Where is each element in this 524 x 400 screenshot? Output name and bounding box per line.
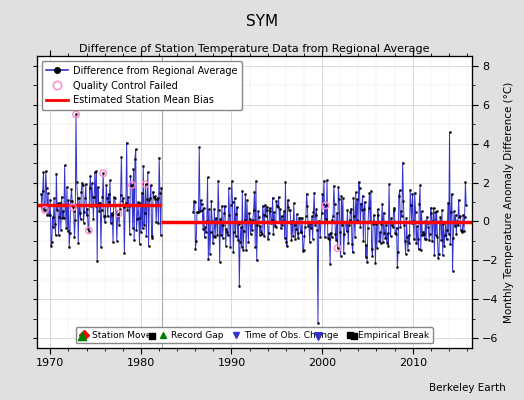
Point	[41, 207, 49, 213]
Point	[141, 181, 150, 188]
Point	[128, 182, 136, 188]
Point	[333, 245, 342, 251]
Text: Berkeley Earth: Berkeley Earth	[429, 383, 506, 393]
Point	[72, 111, 80, 118]
Point	[78, 333, 86, 340]
Point	[85, 227, 93, 234]
Point	[313, 333, 322, 340]
Y-axis label: Monthly Temperature Anomaly Difference (°C): Monthly Temperature Anomaly Difference (…	[504, 81, 514, 323]
Point	[350, 333, 358, 340]
Point	[114, 210, 123, 217]
Point	[99, 170, 107, 176]
Legend: Station Move, Record Gap, Time of Obs. Change, Empirical Break: Station Move, Record Gap, Time of Obs. C…	[75, 327, 433, 344]
Point	[69, 204, 77, 210]
Point	[321, 202, 330, 209]
Point	[148, 333, 156, 340]
Text: SYM: SYM	[246, 14, 278, 29]
Title: Difference of Station Temperature Data from Regional Average: Difference of Station Temperature Data f…	[79, 44, 429, 54]
